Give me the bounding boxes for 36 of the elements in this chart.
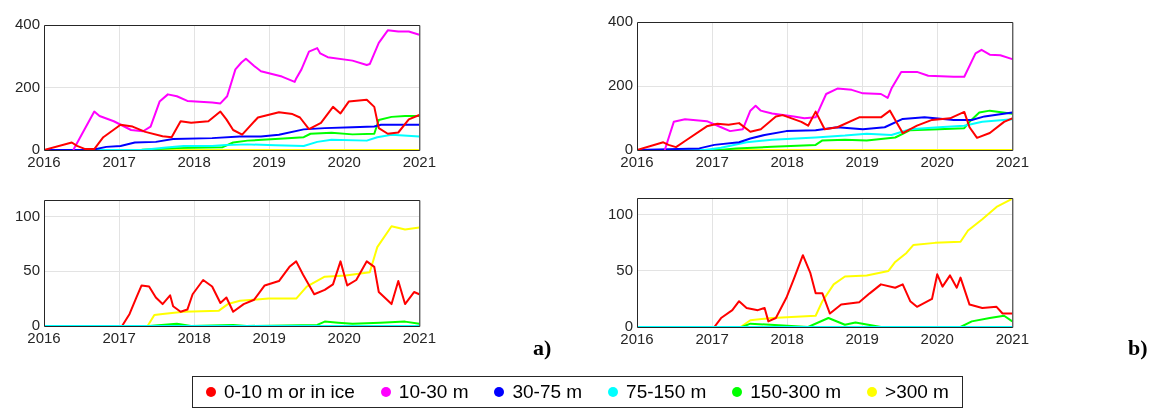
x-tick-label: 2017 [695,330,729,348]
x-tick-label: 2019 [845,153,879,171]
y-tick-label: 200 [607,76,633,94]
x-tick-label: 2020 [920,153,954,171]
x-tick-label: 2018 [177,329,211,347]
legend-label: 75-150 m [626,381,707,403]
x-tick-label: 2017 [102,329,136,347]
legend-label: >300 m [885,381,949,403]
y-tick-label: 400 [14,15,40,33]
x-tick-label: 2021 [402,329,436,347]
legend-label: 0-10 m or in ice [223,381,355,403]
x-tick-label: 2021 [995,330,1029,348]
x-tick-label: 2021 [402,153,436,171]
x-tick-label: 2018 [770,153,804,171]
x-tick-label: 2019 [252,329,286,347]
x-tick-label: 2017 [102,153,136,171]
x-tick-label: 2020 [327,153,361,171]
x-tick-label: 2019 [845,330,879,348]
x-tick-label: 2018 [770,330,804,348]
text: b) [1128,335,1148,361]
x-tick-label: 2020 [327,329,361,347]
x-tick-label: 2020 [920,330,954,348]
y-tick-label: 400 [607,12,633,30]
text: a) [533,335,552,361]
x-tick-label: 2021 [995,153,1029,171]
y-tick-label: 50 [616,261,633,279]
y-tick-label: 50 [23,261,40,279]
x-tick-label: 2018 [177,153,211,171]
x-tick-label: 2017 [695,153,729,171]
x-tick-label: 2019 [252,153,286,171]
y-tick-label: 200 [14,77,40,95]
y-tick-label: 100 [14,206,40,224]
y-tick-label: 100 [607,204,633,222]
legend-label: 30-75 m [512,381,583,403]
legend-label: 10-30 m [398,381,469,403]
legend-label: 150-300 m [750,381,842,403]
